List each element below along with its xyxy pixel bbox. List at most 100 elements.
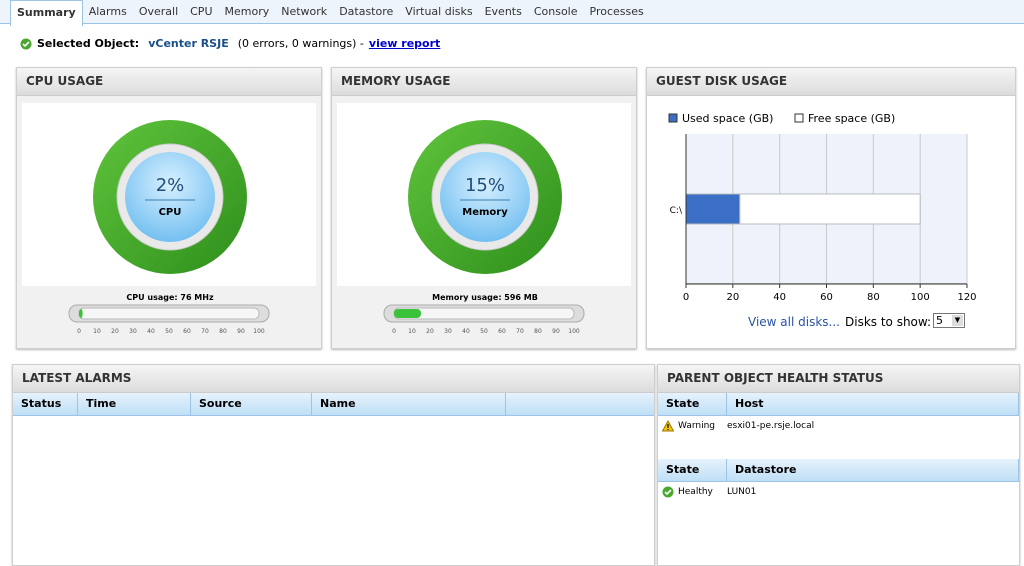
column-header: Status bbox=[13, 393, 78, 415]
meter-track bbox=[78, 307, 260, 320]
panel-title: LATEST ALARMS bbox=[13, 365, 654, 393]
meter-tick-label: 100 bbox=[568, 328, 580, 335]
bar bbox=[685, 193, 741, 225]
tab[interactable]: CPU bbox=[190, 5, 213, 18]
cell: LUN01 bbox=[727, 487, 757, 497]
meter-tick-label: 10 bbox=[408, 328, 416, 335]
panel-title: GUEST DISK USAGE bbox=[647, 68, 1015, 96]
cell: Warning bbox=[678, 421, 716, 431]
meter-fill bbox=[394, 309, 421, 318]
legend-swatch bbox=[668, 113, 678, 123]
column-header: Host bbox=[727, 393, 1019, 415]
tab[interactable]: Virtual disks bbox=[405, 5, 473, 18]
cell: Healthy bbox=[678, 487, 713, 497]
meter-tick-label: 70 bbox=[516, 328, 524, 335]
table-row: Warning esxi01-pe.rsje.local bbox=[662, 420, 814, 432]
x-tick-label: 40 bbox=[773, 292, 786, 303]
tab[interactable]: Memory bbox=[224, 5, 270, 18]
tab[interactable]: Summary bbox=[10, 0, 83, 26]
gauge-area: 2% CPU CPU usage: 76 MHz 0 10 20 30 40 50 60 70 80 9… bbox=[22, 103, 316, 335]
gauge-percent: 2% bbox=[156, 175, 185, 196]
x-tick-label: 0 bbox=[683, 292, 689, 303]
meter-tick-label: 40 bbox=[147, 328, 155, 335]
meter-tick-label: 50 bbox=[165, 328, 173, 335]
tab[interactable]: Console bbox=[533, 5, 578, 18]
column-header: Name bbox=[312, 393, 506, 415]
x-tick-label: 120 bbox=[957, 292, 976, 303]
dropdown-arrow[interactable]: ▼ bbox=[952, 315, 963, 326]
column-header: Time bbox=[78, 393, 191, 415]
gauge-percent: 15% bbox=[465, 175, 505, 196]
meter-tick-label: 90 bbox=[237, 328, 245, 335]
x-tick-label: 20 bbox=[726, 292, 739, 303]
warning-icon bbox=[662, 420, 674, 432]
meter-tick-label: 60 bbox=[498, 328, 506, 335]
meter-tick-label: 0 bbox=[77, 328, 81, 335]
cell: esxi01-pe.rsje.local bbox=[727, 421, 815, 431]
tab[interactable]: Processes bbox=[589, 5, 644, 18]
table-header: Status Time Source Name bbox=[13, 393, 654, 416]
x-tick-label: 60 bbox=[820, 292, 833, 303]
object-name[interactable]: vCenter RSJE bbox=[148, 37, 229, 50]
x-tick-label: 80 bbox=[867, 292, 880, 303]
legend-label: Used space (GB) bbox=[682, 112, 773, 125]
column-header: Source bbox=[191, 393, 312, 415]
meter-tick-label: 80 bbox=[219, 328, 227, 335]
alarms-panel: LATEST ALARMS Status Time Source Name bbox=[12, 364, 655, 566]
status: (0 errors, 0 warnings) - bbox=[237, 37, 364, 50]
usage-text: CPU usage: 76 MHz bbox=[126, 293, 214, 302]
panel-title: PARENT OBJECT HEALTH STATUS bbox=[658, 365, 1019, 393]
label: Selected Object: bbox=[37, 37, 140, 50]
meter-tick-label: 30 bbox=[444, 328, 452, 335]
table-row: Healthy LUN01 bbox=[662, 486, 756, 498]
tab[interactable]: Alarms bbox=[88, 5, 127, 18]
gauge-core bbox=[440, 152, 530, 242]
meter-tick-label: 20 bbox=[111, 328, 119, 335]
meter-tick-label: 20 bbox=[426, 328, 434, 335]
meter-tick-label: 90 bbox=[552, 328, 560, 335]
legend-swatch bbox=[794, 113, 804, 123]
ok-icon bbox=[662, 486, 674, 498]
meter-tick-label: 60 bbox=[183, 328, 191, 335]
panel-title: CPU USAGE bbox=[17, 68, 321, 96]
view-all-disks-link[interactable]: View all disks... bbox=[748, 315, 840, 329]
disks-select[interactable]: 5 ▼ bbox=[933, 313, 965, 328]
disk-panel: GUEST DISK USAGE Used space (GB) Free spa… bbox=[646, 67, 1016, 349]
select-value: 5 bbox=[936, 314, 943, 327]
panel-title: MEMORY USAGE bbox=[332, 68, 636, 96]
meter-tick-label: 100 bbox=[253, 328, 265, 335]
tab[interactable]: Events bbox=[484, 5, 522, 18]
disk-chart: Used space (GB) Free space (GB) 0 20 40 60 80 1… bbox=[668, 112, 977, 303]
x-tick-label: 100 bbox=[911, 292, 930, 303]
meter-tick-label: 10 bbox=[93, 328, 101, 335]
usage-text: Memory usage: 596 MB bbox=[432, 293, 538, 302]
health-panel: PARENT OBJECT HEALTH STATUS State Host Warn… bbox=[657, 364, 1020, 566]
column-header: State bbox=[658, 459, 727, 481]
y-tick-label: C:\ bbox=[670, 206, 683, 216]
gauge-label: CPU bbox=[159, 207, 182, 218]
column-header: Datastore bbox=[727, 459, 1019, 481]
column-header: State bbox=[658, 393, 727, 415]
meter-fill bbox=[79, 309, 83, 318]
ok-icon bbox=[20, 38, 32, 49]
view-report-link[interactable]: view report bbox=[368, 37, 441, 50]
meter-tick-label: 40 bbox=[462, 328, 470, 335]
tab[interactable]: Network bbox=[281, 5, 328, 18]
bar bbox=[739, 193, 921, 225]
tab[interactable]: Datastore bbox=[339, 5, 394, 18]
tab-bar: Summary Alarms Overall CPU Memory Network Data… bbox=[0, 0, 1024, 26]
meter-tick-label: 80 bbox=[534, 328, 542, 335]
table-header: State Host bbox=[658, 393, 1019, 416]
meter-tick-label: 50 bbox=[480, 328, 488, 335]
meter-tick-label: 30 bbox=[129, 328, 137, 335]
meter-tick-label: 0 bbox=[392, 328, 396, 335]
table-header: State Datastore bbox=[658, 459, 1019, 482]
legend-label: Free space (GB) bbox=[808, 112, 895, 125]
cpu-panel: CPU USAGE 2% CPU CPU usage: 76 MHz 0 10 20 30 40… bbox=[16, 67, 322, 349]
gauge-core bbox=[125, 152, 215, 242]
memory-panel: MEMORY USAGE 15% Memory Memory usage: 596 M… bbox=[331, 67, 637, 349]
tab[interactable]: Overall bbox=[138, 5, 179, 18]
disks-label: Disks to show: bbox=[845, 315, 932, 329]
gauge-area: 15% Memory Memory usage: 596 MB 0 10 20 30 40 50… bbox=[337, 103, 631, 335]
